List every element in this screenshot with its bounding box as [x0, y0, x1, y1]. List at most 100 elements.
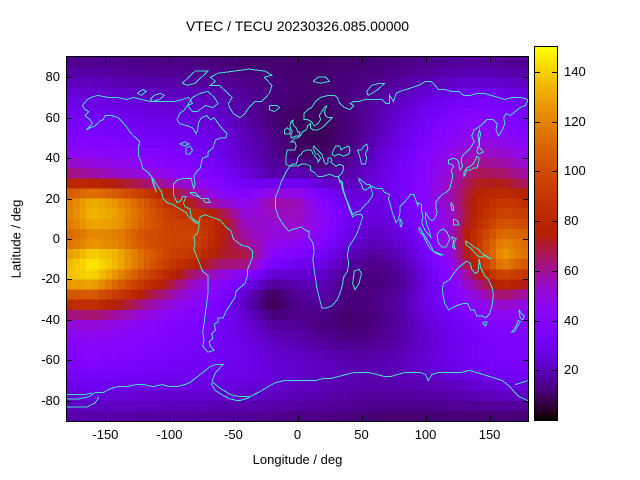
colorbar-tick-mark — [535, 221, 540, 223]
coastline-path — [284, 127, 291, 135]
colorbar-tick-label: 120 — [564, 113, 586, 129]
colorbar-tick-mark — [552, 320, 557, 322]
x-tick-label: 0 — [293, 427, 302, 442]
y-tick-mark — [523, 239, 528, 240]
x-tick-mark — [297, 416, 299, 421]
coastline-path — [202, 198, 212, 204]
coastline-path — [181, 70, 210, 86]
colorbar — [534, 46, 558, 421]
y-tick-mark — [523, 279, 528, 281]
y-tick-mark — [523, 198, 528, 200]
coastline-path — [441, 259, 494, 319]
colorbar-tick-label: 60 — [564, 262, 579, 278]
y-tick-label: -20 — [41, 271, 60, 287]
coastline-path — [477, 127, 482, 147]
coastline-path — [147, 171, 158, 193]
y-tick-label: 80 — [45, 69, 60, 85]
coastline-path — [510, 319, 521, 333]
colorbar-tick-mark — [552, 370, 557, 372]
y-tick-label: 40 — [45, 150, 60, 166]
y-tick-label: 60 — [45, 109, 60, 125]
x-tick-mark — [169, 416, 171, 421]
coastline-path — [432, 250, 444, 256]
coastline-path — [357, 143, 369, 165]
x-tick-mark — [425, 57, 427, 62]
colorbar-tick-mark — [552, 171, 557, 173]
colorbar-gradient — [535, 47, 557, 420]
x-tick-label: 150 — [478, 427, 501, 442]
coastline-path — [450, 202, 455, 212]
coastline-path — [464, 240, 492, 260]
coastline-path — [185, 145, 194, 155]
coastline-path — [149, 92, 166, 103]
plot-title: VTEC / TECU 20230326.085.00000 — [185, 18, 410, 34]
colorbar-tick-label: 100 — [564, 163, 586, 179]
y-tick-mark — [523, 319, 528, 321]
x-tick-mark — [297, 57, 299, 62]
colorbar-tick-mark — [535, 320, 540, 322]
coastline-path — [81, 94, 228, 224]
coastline-path — [331, 145, 351, 157]
coastline-path — [179, 141, 190, 147]
colorbar-tick-label: 80 — [564, 213, 579, 229]
colorbar-tick-mark — [552, 221, 557, 223]
colorbar-tick-mark — [535, 270, 540, 272]
x-tick-mark — [233, 416, 235, 421]
coastline-path — [476, 145, 484, 155]
x-tick-label: -150 — [92, 427, 119, 442]
tec-heatmap-canvas — [67, 57, 528, 421]
y-tick-mark — [67, 77, 72, 79]
x-tick-mark — [169, 57, 171, 62]
coastline-path — [436, 228, 451, 248]
coastline-path — [67, 396, 100, 408]
y-tick-mark — [67, 360, 72, 362]
y-tick-mark — [67, 400, 72, 402]
coastline-path — [285, 80, 528, 239]
colorbar-tick-mark — [535, 71, 540, 73]
y-tick-mark — [67, 117, 72, 119]
y-tick-mark — [67, 279, 72, 281]
colorbar-tick-mark — [552, 121, 557, 123]
y-tick-mark — [67, 239, 72, 240]
coastline-path — [482, 321, 488, 327]
x-tick-label: -100 — [156, 427, 183, 442]
colorbar-tick-label: 20 — [564, 362, 579, 378]
coastline-path — [366, 82, 386, 96]
x-tick-mark — [361, 57, 363, 62]
colorbar-tick-mark — [535, 121, 540, 123]
y-tick-mark — [523, 400, 528, 402]
coastline-path — [268, 105, 281, 113]
coastline-path — [289, 119, 301, 139]
coastline-path — [312, 76, 331, 84]
coastline-path — [518, 309, 525, 321]
y-tick-mark — [67, 319, 72, 321]
y-tick-mark — [67, 198, 72, 200]
coastline-path — [450, 236, 458, 251]
colorbar-tick-label: 40 — [564, 312, 579, 328]
coastline-path — [212, 382, 249, 398]
x-tick-mark — [105, 416, 107, 421]
x-tick-label: 50 — [354, 427, 369, 442]
coastline-path — [67, 392, 93, 396]
coastline-path — [418, 226, 434, 252]
coastline-path — [67, 363, 528, 402]
y-tick-mark — [523, 117, 528, 119]
y-tick-mark — [523, 77, 528, 79]
coastline-path — [193, 214, 254, 353]
coastline-path — [463, 155, 480, 178]
y-tick-label: 20 — [45, 190, 60, 206]
x-tick-mark — [425, 416, 427, 421]
coastline-path — [453, 218, 460, 226]
y-tick-label: -40 — [41, 311, 60, 327]
x-tick-mark — [489, 57, 491, 62]
coastline-path — [275, 163, 364, 309]
y-tick-mark — [67, 158, 72, 160]
x-tick-label: 100 — [414, 427, 437, 442]
x-tick-mark — [233, 57, 235, 62]
y-tick-mark — [523, 360, 528, 362]
y-tick-label: -60 — [41, 352, 60, 368]
x-axis-title: Longitude / deg — [252, 452, 343, 467]
y-tick-label: 0 — [52, 231, 60, 246]
y-tick-label: -80 — [41, 392, 60, 408]
colorbar-tick-label: 140 — [564, 63, 586, 79]
